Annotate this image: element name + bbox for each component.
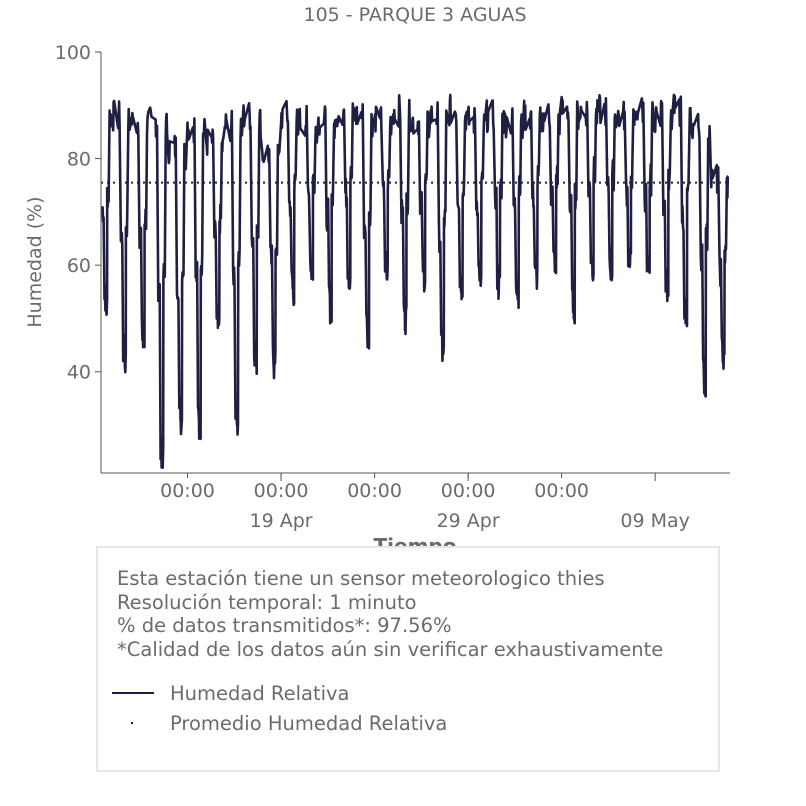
x-major-tick-label: 29 Apr	[437, 510, 500, 532]
info-line-sensor: Esta estación tiene un sensor meteorolog…	[117, 567, 605, 590]
legend-item-promedio: Promedio Humedad Relativa	[110, 710, 447, 736]
x-minor-tick-label: 00:00	[534, 480, 589, 502]
x-minor-tick-label: 00:00	[160, 480, 215, 502]
x-major-tick-label: 09 May	[620, 510, 690, 532]
x-minor-tick-label: 00:00	[347, 480, 402, 502]
x-ticks: 00:00 00:00 00:00 00:00 00:00 19 Apr 29 Apr 09 …	[160, 473, 690, 532]
y-axis-label: Humedad (%)	[24, 196, 46, 327]
legend-label-promedio: Promedio Humedad Relativa	[170, 711, 448, 735]
y-tick-label: 80	[67, 149, 91, 171]
legend-line-icon	[110, 683, 156, 703]
legend-dot-icon	[110, 713, 156, 733]
y-tick-label: 40	[67, 362, 91, 384]
humidity-series-line	[100, 93, 730, 469]
info-line-transmitted: % de datos transmitidos*: 97.56%	[117, 614, 452, 637]
y-ticks: 40 60 80 100	[55, 42, 101, 384]
info-panel: Esta estación tiene un sensor meteorolog…	[96, 546, 720, 772]
x-major-tick-label: 19 Apr	[250, 510, 313, 532]
y-tick-label: 60	[67, 255, 91, 277]
legend-label-humedad: Humedad Relativa	[170, 681, 350, 705]
y-tick-label: 100	[55, 42, 91, 64]
x-minor-tick-label: 00:00	[254, 480, 309, 502]
plot-area	[100, 93, 730, 469]
chart-title: 105 - PARQUE 3 AGUAS	[303, 4, 526, 26]
info-text: Esta estación tiene un sensor meteorolog…	[117, 567, 717, 661]
info-line-resolution: Resolución temporal: 1 minuto	[117, 590, 417, 614]
x-minor-tick-label: 00:00	[441, 480, 496, 502]
info-line-quality-note: *Calidad de los datos aún sin verificar …	[117, 637, 664, 661]
legend-item-humedad: Humedad Relativa	[110, 680, 350, 706]
